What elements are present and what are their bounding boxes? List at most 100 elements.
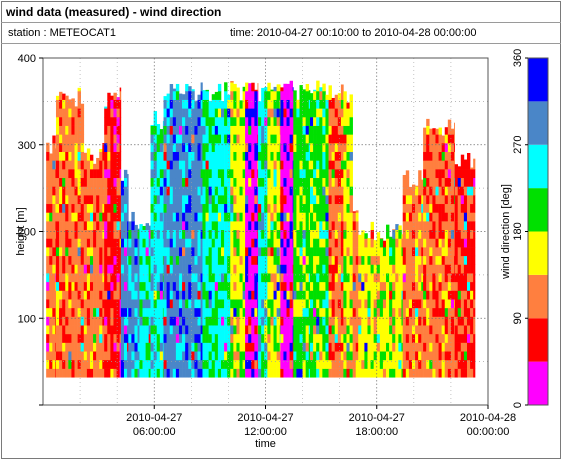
data-cell <box>217 151 222 161</box>
data-cell <box>429 134 433 144</box>
data-cell <box>334 177 339 187</box>
data-cell <box>408 212 413 222</box>
data-cell <box>438 316 442 326</box>
data-cell <box>156 316 161 326</box>
data-cell <box>466 169 471 179</box>
data-cell <box>188 273 192 283</box>
data-cell <box>205 264 209 274</box>
data-cell <box>52 368 56 378</box>
data-cell <box>197 94 201 100</box>
data-cell <box>150 299 154 309</box>
data-cell <box>227 229 231 239</box>
data-cell <box>280 264 284 274</box>
data-cell <box>280 333 284 343</box>
data-cell <box>313 186 317 196</box>
data-cell <box>421 221 424 231</box>
data-cell <box>273 368 277 378</box>
data-cell <box>313 203 317 213</box>
data-cell <box>296 238 300 248</box>
data-cell <box>310 125 314 135</box>
data-cell <box>116 325 120 335</box>
data-cell <box>188 125 192 135</box>
data-cell <box>435 177 439 187</box>
data-cell <box>296 316 300 326</box>
data-cell <box>200 247 203 257</box>
data-cell <box>280 299 284 309</box>
data-cell <box>107 290 111 300</box>
data-cell <box>280 99 284 109</box>
data-cell <box>316 359 320 369</box>
data-cell <box>242 212 246 222</box>
data-cell <box>310 281 314 291</box>
data-cell <box>230 125 234 135</box>
data-cell <box>418 203 422 213</box>
data-cell <box>473 299 476 309</box>
data-cell <box>248 247 252 257</box>
data-cell <box>418 342 422 352</box>
data-cell <box>99 333 103 343</box>
data-cell <box>415 299 419 309</box>
data-cell <box>74 299 78 309</box>
data-cell <box>432 281 436 291</box>
data-cell <box>104 160 108 170</box>
data-cell <box>286 247 290 257</box>
data-cell <box>334 160 339 170</box>
data-cell <box>441 351 446 361</box>
data-cell <box>447 238 452 248</box>
data-cell <box>131 255 135 265</box>
data-cell <box>276 195 281 205</box>
data-cell <box>346 221 350 231</box>
data-cell <box>411 359 416 369</box>
data-cell <box>55 264 57 274</box>
data-cell <box>283 368 287 378</box>
data-cell <box>322 255 326 265</box>
data-cell <box>325 177 329 187</box>
data-cell <box>379 299 384 309</box>
data-cell <box>205 247 209 257</box>
data-cell <box>386 281 390 291</box>
data-cell <box>296 203 300 213</box>
data-cell <box>83 307 88 317</box>
data-cell <box>110 177 114 187</box>
data-cell <box>423 368 427 378</box>
data-cell <box>221 342 225 352</box>
data-cell <box>71 342 75 352</box>
data-cell <box>162 359 164 369</box>
data-cell <box>367 368 371 378</box>
data-cell <box>123 290 128 300</box>
data-cell <box>340 134 344 144</box>
data-cell <box>123 195 128 205</box>
data-cell <box>119 229 122 239</box>
data-cell <box>454 229 459 239</box>
colorbar-tick-label: 270 <box>512 136 524 154</box>
data-cell <box>296 143 300 152</box>
data-cell <box>242 359 246 369</box>
data-cell <box>211 316 216 326</box>
data-cell <box>119 203 122 213</box>
data-cell <box>305 125 310 135</box>
data-cell <box>65 368 69 378</box>
data-cell <box>123 229 128 239</box>
data-cell <box>328 299 332 309</box>
data-cell <box>343 143 347 152</box>
data-cell <box>343 108 347 118</box>
data-cell <box>392 238 396 248</box>
data-cell <box>142 273 146 283</box>
data-cell <box>188 177 192 187</box>
data-cell <box>319 255 323 265</box>
data-cell <box>364 290 368 300</box>
data-cell <box>169 368 174 378</box>
data-cell <box>438 281 442 291</box>
colorbar-bin <box>528 58 548 102</box>
data-cell <box>128 255 132 265</box>
data-cell <box>221 125 225 135</box>
data-cell <box>283 351 287 361</box>
data-cell <box>148 359 151 369</box>
data-cell <box>178 134 183 144</box>
data-cell <box>376 238 381 248</box>
data-cell <box>293 325 297 335</box>
data-cell <box>59 134 63 144</box>
data-cell <box>296 151 300 161</box>
data-cell <box>305 143 310 152</box>
data-cell <box>119 333 122 343</box>
